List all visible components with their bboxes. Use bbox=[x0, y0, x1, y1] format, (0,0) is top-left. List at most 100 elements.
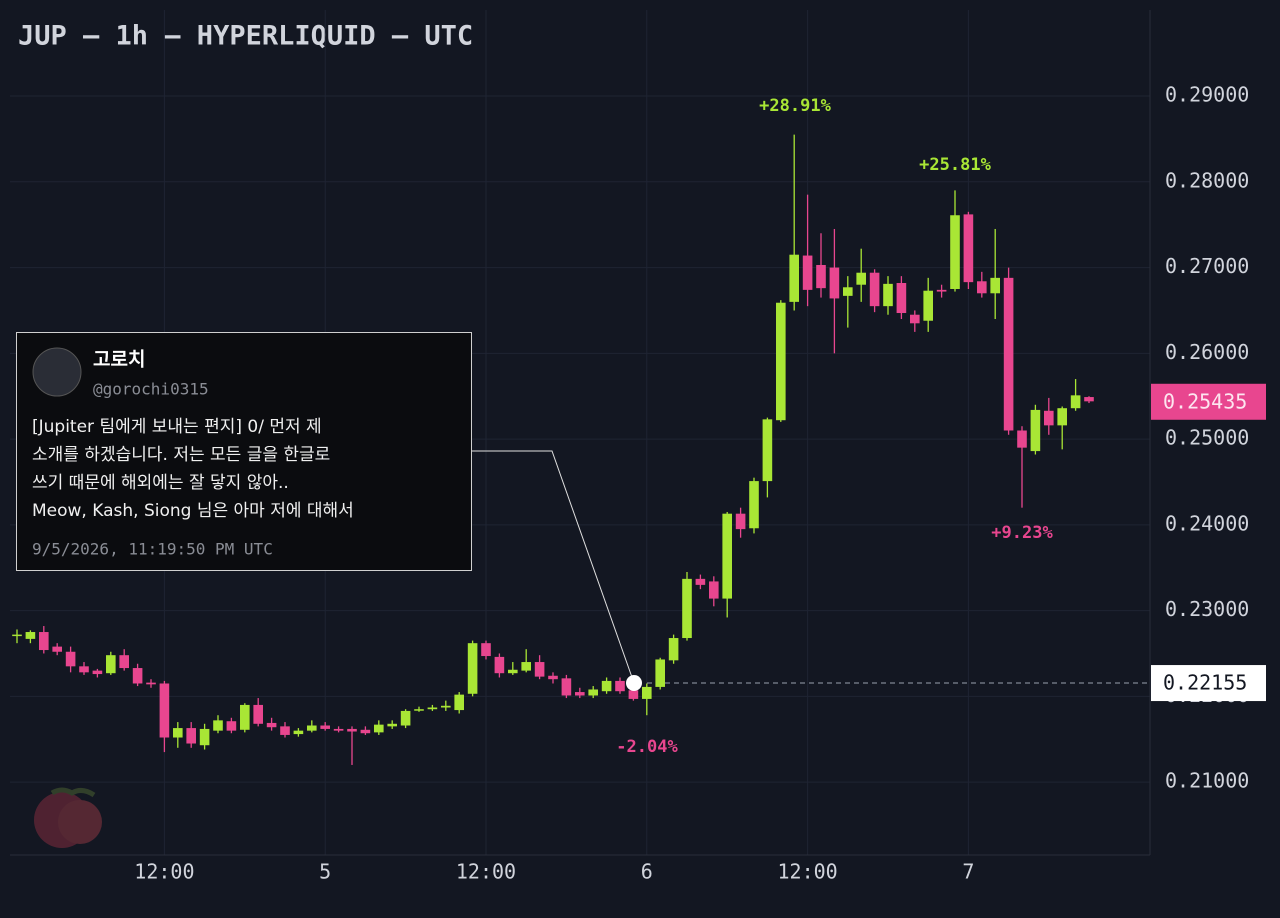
candle-body bbox=[494, 656, 505, 674]
candle-body bbox=[1057, 408, 1067, 426]
candle-body bbox=[39, 632, 49, 651]
candle-body bbox=[829, 267, 840, 299]
candle-body bbox=[575, 692, 585, 696]
x-tick-label: 5 bbox=[319, 860, 331, 884]
candle-body bbox=[226, 721, 237, 731]
candle-body bbox=[561, 678, 572, 696]
annotation: +25.81% bbox=[919, 155, 991, 175]
candle-body bbox=[776, 302, 786, 421]
candle-body bbox=[950, 215, 960, 290]
candle-body bbox=[92, 670, 103, 675]
post-card: 고로치 @gorochi0315 [Jupiter 팀에게 보내는 편지] 0/ 먼… bbox=[16, 332, 472, 571]
post-line: [Jupiter 팀에게 보내는 편지] 0/ 먼저 제 bbox=[32, 417, 322, 437]
candle-body bbox=[749, 481, 759, 529]
candle-body bbox=[977, 281, 987, 294]
y-tick-label: 0.24000 bbox=[1165, 511, 1249, 535]
candle-body bbox=[615, 680, 625, 692]
candle-body bbox=[990, 277, 1000, 294]
post-line: 소개를 하겠습니다. 저는 모든 글을 한글로 bbox=[32, 445, 330, 465]
post-name: 고로치 bbox=[93, 349, 145, 371]
candle-body bbox=[936, 289, 947, 292]
candle-body bbox=[668, 638, 679, 661]
y-tick-label: 0.23000 bbox=[1165, 597, 1249, 621]
candle-body bbox=[25, 632, 36, 639]
candle-body bbox=[427, 707, 438, 710]
candle-body bbox=[883, 283, 893, 307]
connector bbox=[471, 450, 635, 684]
candle-body bbox=[642, 686, 652, 699]
candle-body bbox=[963, 214, 974, 283]
chart-title: JUP — 1h — HYPERLIQUID — UTC bbox=[18, 21, 473, 52]
avatar bbox=[32, 347, 82, 397]
candle-body bbox=[722, 513, 732, 599]
candle-body bbox=[856, 272, 866, 285]
candle-body bbox=[762, 419, 773, 482]
x-tick-label: 12:00 bbox=[777, 860, 837, 884]
candle-body bbox=[52, 646, 62, 652]
candle-body bbox=[816, 264, 826, 289]
candle-body bbox=[481, 643, 491, 657]
price-label-box bbox=[1151, 665, 1266, 702]
candle-body bbox=[454, 694, 464, 711]
candle-body bbox=[682, 578, 692, 639]
logo bbox=[34, 787, 102, 848]
y-tick-label: 0.29000 bbox=[1165, 83, 1249, 107]
candle-body bbox=[534, 662, 545, 677]
candle-body bbox=[280, 726, 290, 735]
candle-body bbox=[1030, 409, 1041, 452]
price-label: 0.22155 bbox=[1163, 671, 1247, 695]
candle-body bbox=[601, 680, 612, 692]
annotation: +9.23% bbox=[991, 523, 1053, 543]
candle-body bbox=[132, 668, 143, 684]
candle-body bbox=[789, 254, 799, 302]
x-tick-label: 6 bbox=[641, 860, 653, 884]
candle-body bbox=[910, 314, 920, 324]
candle-body bbox=[320, 725, 330, 729]
candle-body bbox=[106, 655, 116, 674]
candle-body bbox=[1044, 410, 1054, 426]
candle-body bbox=[655, 659, 665, 687]
post-timestamp: 9/5/2026, 11:19:50 PM UTC bbox=[32, 540, 273, 559]
last-price-box bbox=[1151, 383, 1266, 420]
post-line: 쓰기 때문에 해외에는 잘 닿지 않아.. bbox=[32, 473, 289, 493]
x-tick-label: 7 bbox=[962, 860, 974, 884]
annotation: -2.04% bbox=[616, 737, 678, 757]
candle-body bbox=[414, 709, 424, 711]
candle-body bbox=[508, 669, 518, 674]
y-tick-label: 0.26000 bbox=[1165, 340, 1249, 364]
candle-body bbox=[360, 729, 371, 734]
candle-body bbox=[159, 683, 170, 738]
candle-body bbox=[1070, 395, 1081, 409]
annotation: +28.91% bbox=[759, 96, 831, 116]
candle-body bbox=[400, 710, 411, 726]
y-tick-label: 0.25000 bbox=[1165, 426, 1249, 450]
candle-body bbox=[307, 725, 317, 731]
candle-body bbox=[387, 723, 397, 727]
y-tick-label: 0.27000 bbox=[1165, 254, 1249, 278]
candle-body bbox=[146, 682, 156, 685]
candle-body bbox=[869, 272, 880, 307]
candle-body bbox=[173, 728, 183, 738]
candle-body bbox=[467, 643, 478, 694]
candle-body bbox=[266, 722, 277, 728]
candle-body bbox=[1017, 430, 1027, 448]
anchor-dot bbox=[626, 675, 642, 691]
y-tick-label: 0.21000 bbox=[1165, 769, 1249, 793]
candle-body bbox=[347, 728, 357, 732]
last-price-label: 0.25435 bbox=[1163, 389, 1247, 413]
candle-body bbox=[709, 581, 719, 599]
candle-body bbox=[588, 689, 598, 696]
candle-body bbox=[695, 578, 706, 585]
candle-body bbox=[548, 675, 558, 680]
candle-body bbox=[119, 655, 129, 669]
candle-body bbox=[213, 720, 223, 731]
y-tick-label: 0.28000 bbox=[1165, 168, 1249, 192]
candle-body bbox=[923, 290, 933, 321]
candle-body bbox=[1003, 277, 1014, 431]
candle-body bbox=[65, 651, 76, 667]
post-handle: @gorochi0315 bbox=[93, 380, 209, 399]
candle-body bbox=[186, 728, 196, 744]
candle-body bbox=[843, 287, 853, 296]
candle-body bbox=[240, 704, 250, 730]
